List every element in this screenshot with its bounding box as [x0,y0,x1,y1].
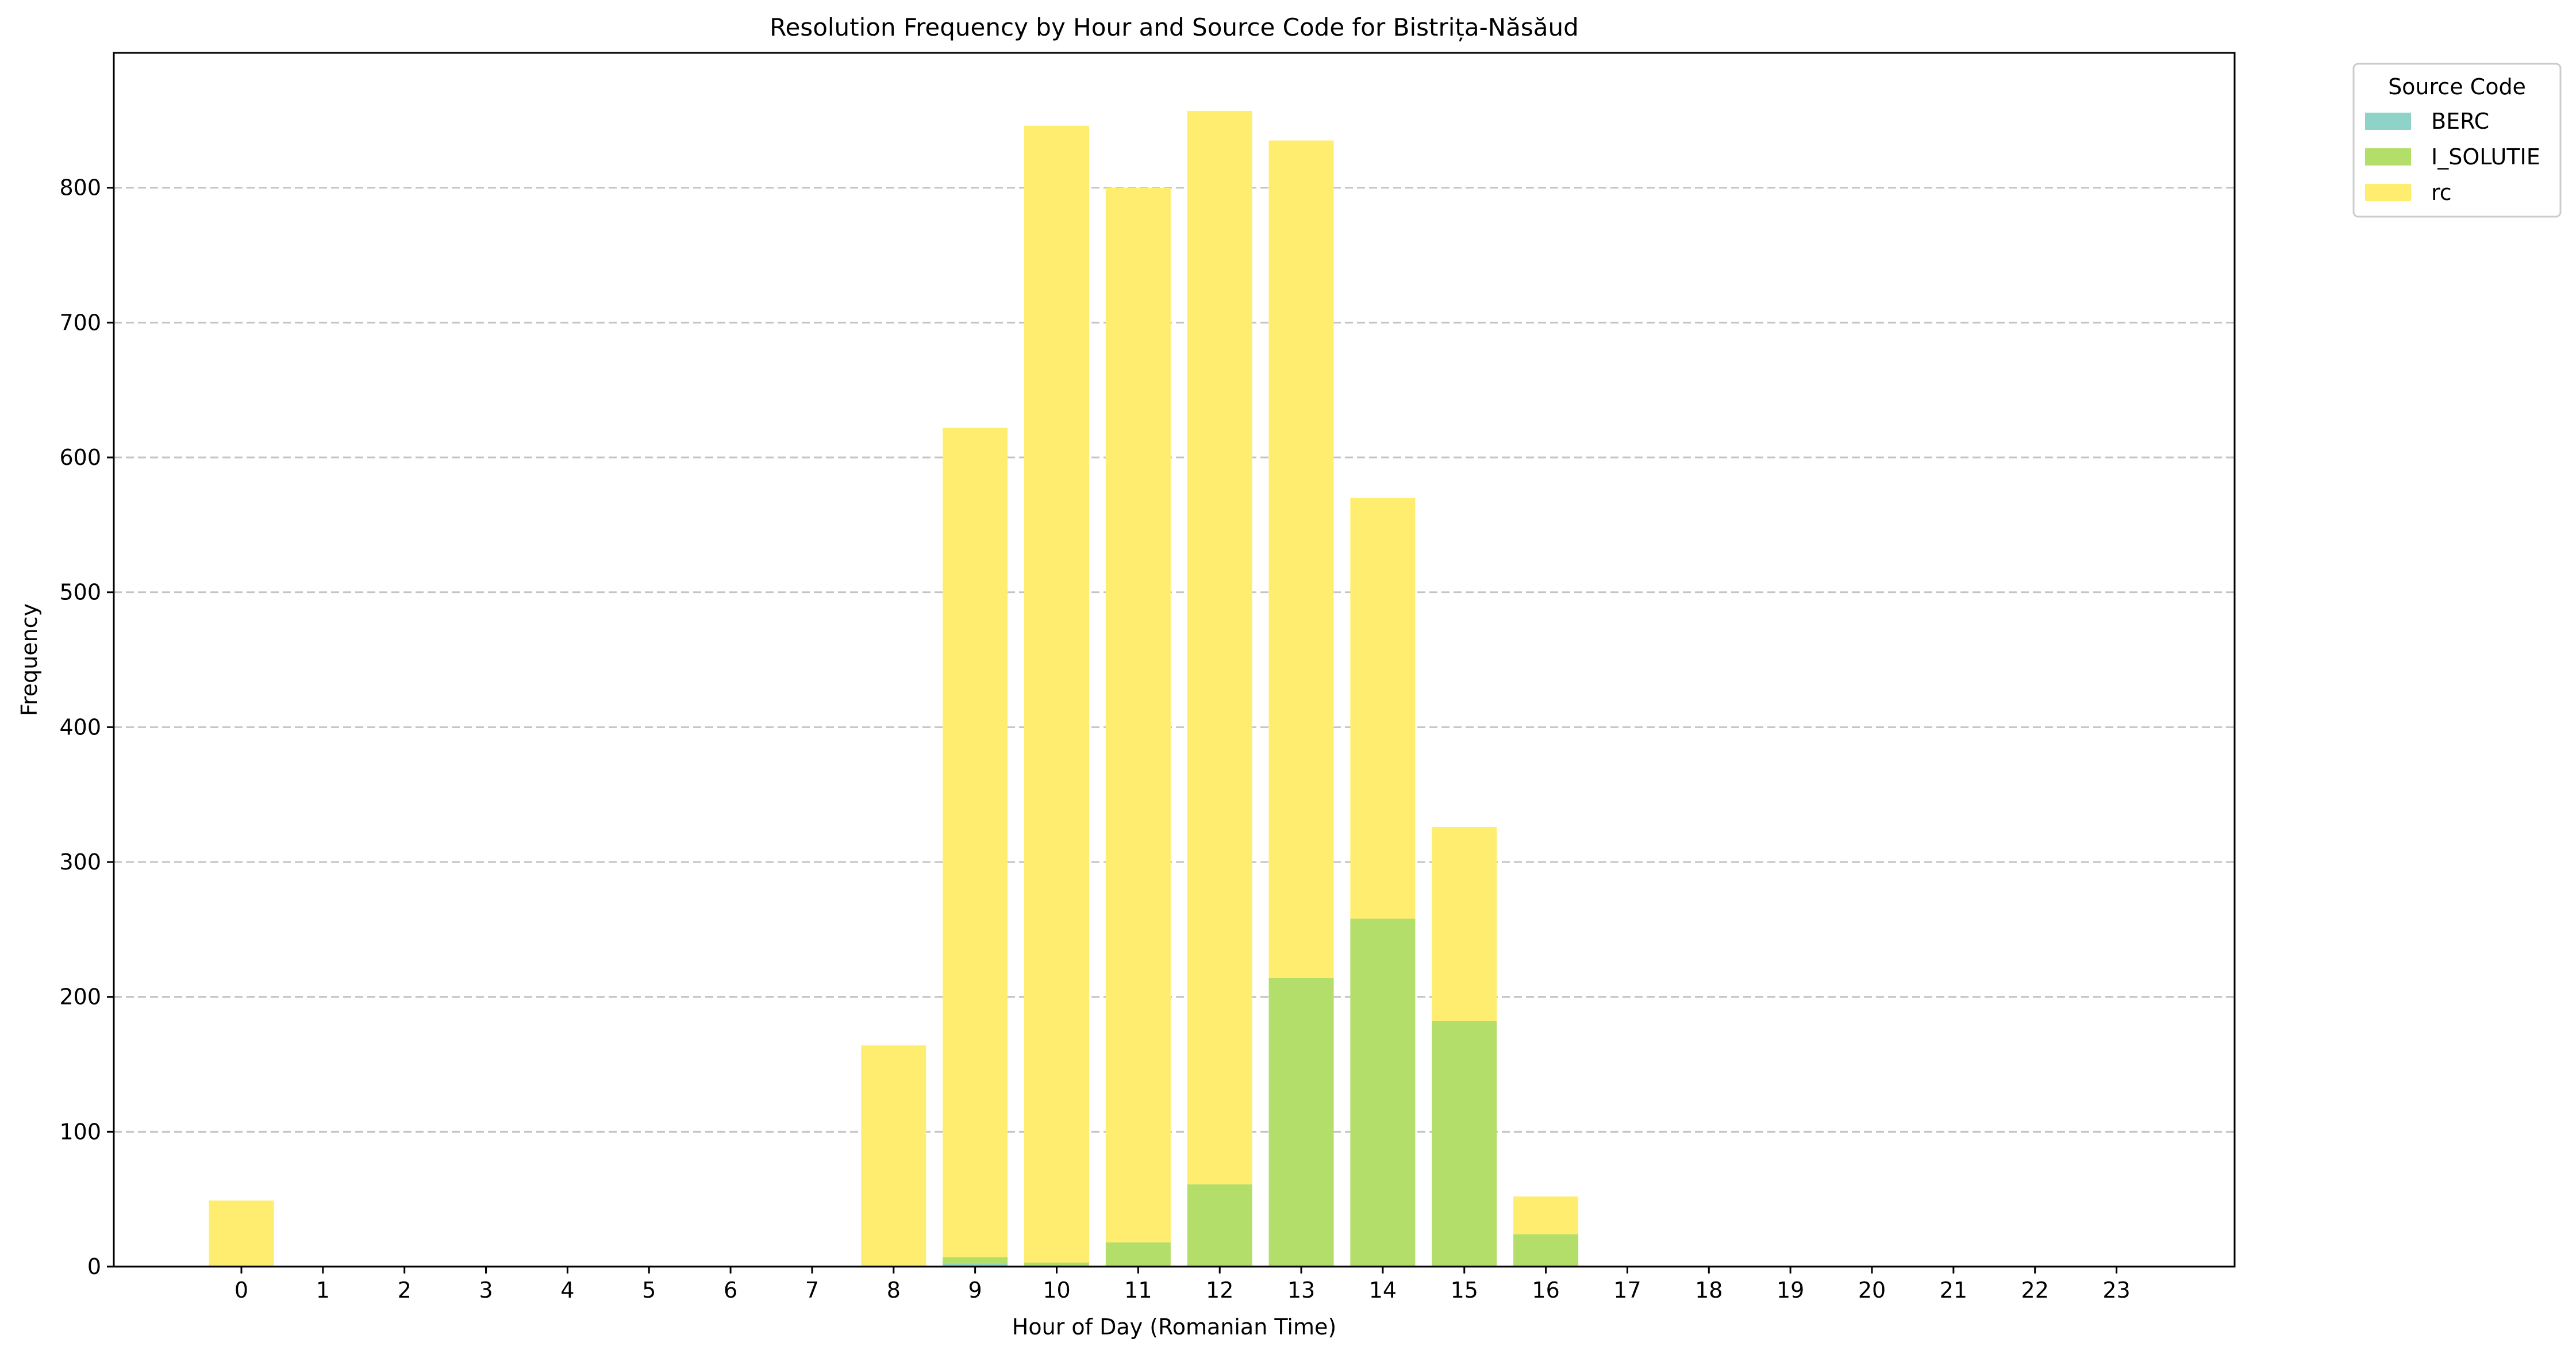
y-tick-label: 300 [59,849,101,875]
chart-title: Resolution Frequency by Hour and Source … [770,13,1579,41]
y-tick-label: 400 [59,714,101,740]
bar-i-solutie-hour-14 [1350,918,1416,1267]
legend-swatch-berc [2365,113,2411,130]
x-tick-label: 21 [1940,1278,1967,1303]
legend-title: Source Code [2388,74,2526,99]
x-tick-label: 11 [1124,1278,1152,1303]
bar-i-solutie-hour-9 [943,1257,1008,1264]
x-tick-label: 23 [2102,1278,2130,1303]
bar-i-solutie-hour-10 [1024,1262,1089,1265]
bar-rc-hour-10 [1024,125,1089,1263]
x-tick-label: 22 [2021,1278,2049,1303]
legend-label: rc [2431,180,2452,205]
bar-rc-hour-15 [1432,826,1497,1021]
plot-frame [113,52,2236,1268]
bar-rc-hour-8 [861,1045,926,1267]
x-tick-label: 17 [1613,1278,1641,1303]
x-tick-label: 2 [398,1278,412,1303]
bar-i-solutie-hour-11 [1105,1242,1171,1267]
x-tick-label: 5 [642,1278,656,1303]
legend-label: I_SOLUTIE [2431,144,2540,170]
grid-lines [114,187,2235,1133]
x-axis: 0 1 2 3 4 5 6 7 8 9 10 11 12 13 14 15 16 17 18 19 20 21 22 23 [234,1267,2131,1303]
x-tick-label: 13 [1287,1278,1315,1303]
y-tick-label: 0 [87,1254,101,1279]
y-tick-label: 100 [59,1119,101,1144]
bars [209,110,1579,1267]
bar-i-solutie-hour-13 [1268,978,1334,1267]
bar-rc-hour-9 [943,428,1008,1257]
x-tick-label: 14 [1369,1278,1397,1303]
x-tick-label: 10 [1043,1278,1070,1303]
bar-i-solutie-hour-15 [1432,1021,1497,1267]
bar-rc-hour-0 [209,1201,274,1267]
legend-swatch-i-solutie [2365,148,2411,166]
bar-rc-hour-16 [1513,1196,1579,1234]
x-tick-label: 9 [968,1278,982,1303]
x-tick-label: 20 [1858,1278,1886,1303]
bar-rc-hour-14 [1350,498,1416,919]
x-tick-label: 3 [479,1278,493,1303]
bar-i-solutie-hour-12 [1187,1184,1252,1267]
bar-i-solutie-hour-16 [1513,1234,1579,1267]
x-tick-label: 15 [1451,1278,1478,1303]
x-tick-label: 1 [316,1278,330,1303]
x-tick-label: 4 [560,1278,574,1303]
y-tick-label: 800 [59,175,101,201]
y-axis: 0 100 200 300 400 500 600 700 800 [59,175,114,1279]
bar-rc-hour-11 [1105,187,1171,1242]
x-tick-label: 12 [1206,1278,1233,1303]
x-tick-label: 7 [805,1278,819,1303]
x-tick-label: 8 [887,1278,901,1303]
y-tick-label: 600 [59,445,101,470]
y-axis-label: Frequency [17,603,42,716]
x-tick-label: 18 [1695,1278,1723,1303]
legend-box [2352,63,2562,218]
y-tick-label: 700 [59,310,101,335]
x-tick-label: 19 [1777,1278,1804,1303]
x-tick-label: 6 [724,1278,737,1303]
bar-berc-hour-9 [943,1264,1008,1267]
legend-swatch-rc [2365,184,2411,201]
y-tick-label: 500 [59,580,101,605]
bar-rc-hour-12 [1187,110,1252,1184]
x-axis-label: Hour of Day (Romanian Time) [1012,1314,1336,1340]
legend-label: BERC [2431,109,2489,134]
bar-rc-hour-13 [1268,140,1334,978]
x-tick-label: 0 [234,1278,248,1303]
x-tick-label: 16 [1532,1278,1559,1303]
y-tick-label: 200 [59,984,101,1010]
